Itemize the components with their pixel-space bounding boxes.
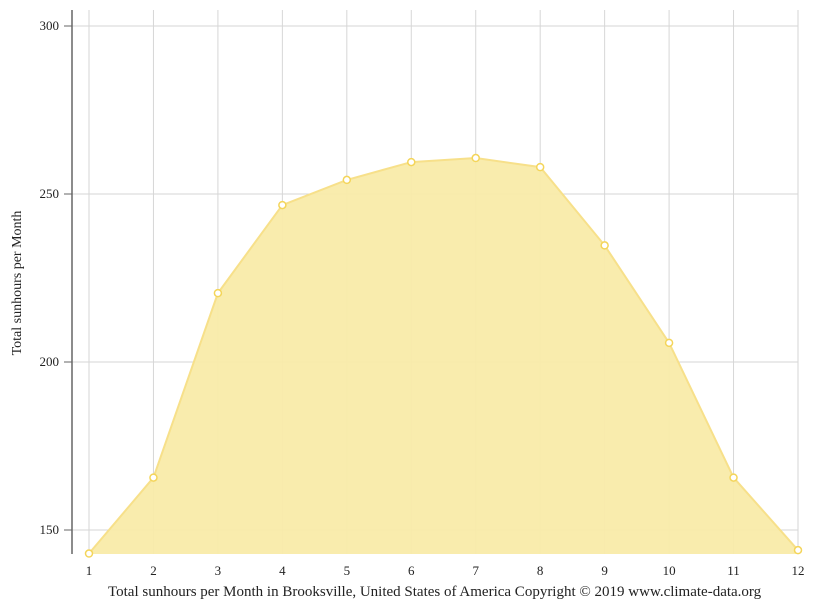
data-point (471, 153, 480, 163)
data-point (149, 473, 158, 482)
x-tick-label: 3 (215, 563, 222, 578)
x-tick-label: 1 (86, 563, 93, 578)
data-point (84, 549, 94, 558)
data-point (664, 338, 674, 348)
data-point (342, 175, 352, 185)
x-tick-label: 11 (727, 563, 740, 578)
data-point (729, 473, 738, 482)
area-fill (89, 158, 798, 554)
x-tick-label: 10 (663, 563, 676, 578)
x-tick-label: 7 (472, 563, 479, 578)
data-point (213, 288, 223, 298)
data-point (535, 162, 545, 172)
y-tick-label: 300 (40, 18, 60, 33)
x-tick-label: 8 (537, 563, 544, 578)
y-tick-label: 200 (40, 354, 60, 369)
data-point (278, 200, 287, 210)
data-point (793, 545, 803, 555)
y-tick-label: 250 (40, 186, 60, 201)
x-tick-label: 12 (792, 563, 805, 578)
y-axis-label: Total sunhours per Month (10, 210, 25, 356)
series-line (88, 157, 799, 555)
data-point (407, 157, 416, 167)
x-tick-label: 9 (601, 563, 608, 578)
x-tick-label: 2 (150, 563, 157, 578)
x-tick-label: 4 (279, 563, 286, 578)
x-tick-label: 6 (408, 563, 415, 578)
x-axis-caption: Total sunhours per Month in Brooksville,… (108, 584, 762, 600)
y-tick-label: 150 (40, 522, 60, 537)
data-point (600, 241, 609, 250)
x-tick-label: 5 (344, 563, 351, 578)
